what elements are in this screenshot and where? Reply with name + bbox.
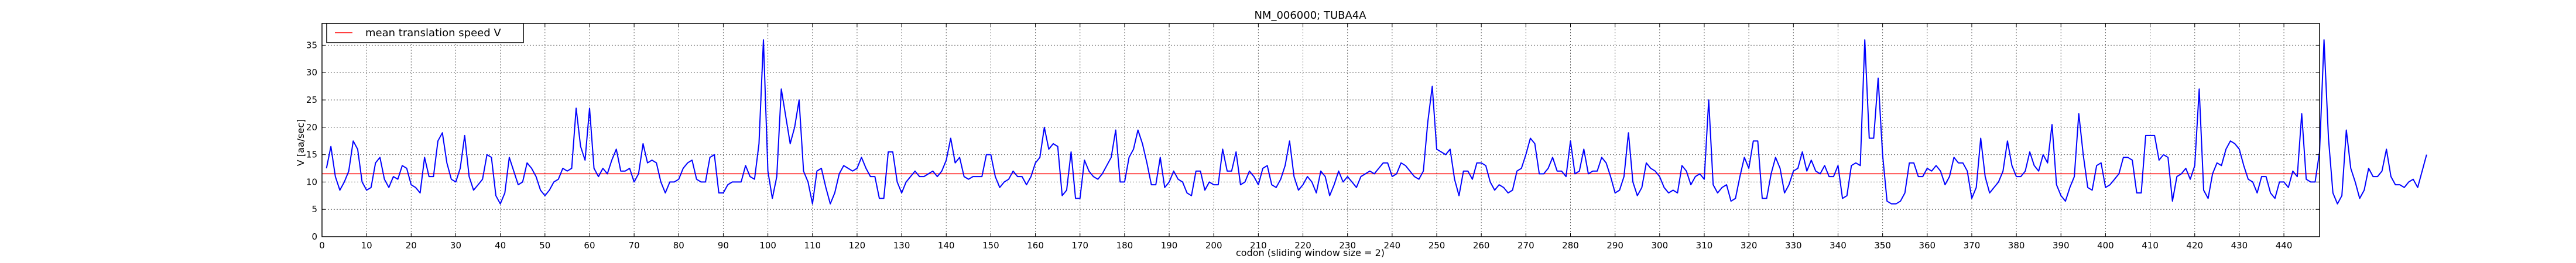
x-tick-label: 230 [1339,240,1356,251]
y-tick-label: 35 [306,40,317,50]
plot-frame [321,23,2320,237]
x-tick-label: 50 [539,240,550,251]
x-tick-label: 60 [584,240,595,251]
series-layer [326,39,2427,205]
x-tick-label: 0 [319,240,325,251]
legend-box [326,23,524,43]
x-tick-label: 10 [361,240,372,251]
x-tick-label: 260 [1473,240,1490,251]
y-tick-label: 15 [306,150,317,160]
y-axis-label: V [aa/sec] [295,119,306,167]
x-tick-label: 340 [1830,240,1847,251]
x-tick-label: 210 [1250,240,1267,251]
x-tick-label: 180 [1116,240,1133,251]
x-tick-label: 110 [804,240,821,251]
x-tick-label: 370 [1964,240,1981,251]
x-tick-label: 150 [982,240,999,251]
x-tick-label: 240 [1384,240,1401,251]
x-tick-label: 40 [495,240,506,251]
x-axis-label: codon (sliding window size = 2) [1236,247,1385,258]
x-tick-label: 400 [2097,240,2114,251]
x-tick-label: 290 [1606,240,1623,251]
x-tick-label: 270 [1517,240,1534,251]
ticks: 0 10 20 30 40 50 60 70 80 90 100 110 120 130 140 150 160… [306,23,2320,251]
legend: mean translation speed V [326,23,524,43]
y-tick-label: 0 [311,231,317,242]
x-tick-label: 20 [406,240,417,251]
x-tick-label: 140 [938,240,955,251]
x-tick-label: 410 [2142,240,2159,251]
x-tick-label: 100 [759,240,776,251]
x-tick-label: 420 [2186,240,2203,251]
x-tick-label: 200 [1205,240,1222,251]
x-tick-label: 360 [1919,240,1936,251]
x-tick-label: 430 [2231,240,2248,251]
speed-series-line [326,39,2427,205]
legend-label: mean translation speed V [365,27,501,39]
x-tick-label: 300 [1652,240,1669,251]
x-tick-label: 130 [893,240,910,251]
grid [321,23,2320,237]
chart-title: NM_006000; TUBA4A [1254,9,1366,22]
x-tick-label: 380 [2008,240,2025,251]
y-tick-label: 10 [306,177,317,187]
y-tick-label: 25 [306,95,317,105]
x-tick-label: 350 [1874,240,1891,251]
x-tick-label: 90 [718,240,729,251]
x-tick-label: 310 [1696,240,1713,251]
x-tick-label: 170 [1071,240,1088,251]
x-tick-label: 250 [1429,240,1445,251]
x-tick-label: 120 [849,240,866,251]
x-tick-label: 190 [1161,240,1178,251]
x-tick-label: 440 [2276,240,2293,251]
x-tick-label: 80 [673,240,684,251]
x-tick-label: 30 [450,240,461,251]
x-tick-label: 160 [1027,240,1044,251]
y-tick-label: 30 [306,67,317,78]
x-tick-label: 330 [1785,240,1802,251]
x-tick-label: 220 [1294,240,1311,251]
x-tick-label: 70 [629,240,640,251]
x-tick-label: 280 [1562,240,1579,251]
y-tick-label: 20 [306,122,317,133]
x-tick-label: 320 [1741,240,1758,251]
y-tick-label: 5 [311,204,317,214]
x-tick-label: 390 [2053,240,2070,251]
